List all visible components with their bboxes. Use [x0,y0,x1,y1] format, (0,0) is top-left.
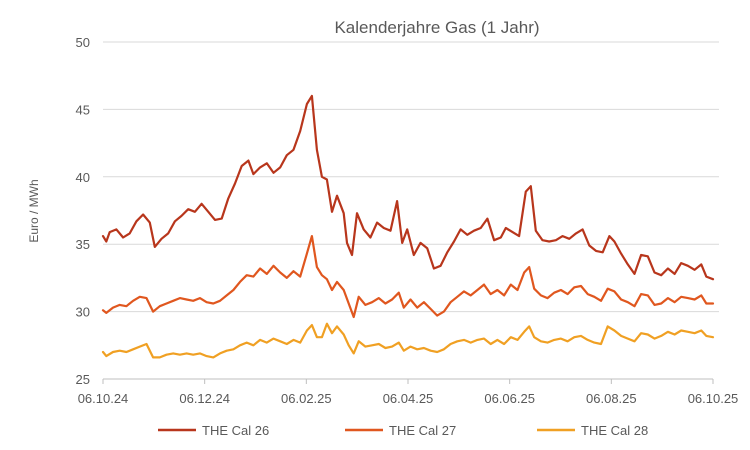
gridlines [103,41,719,313]
y-tick-label: 45 [76,102,90,117]
series-line-the-cal-28 [101,322,715,359]
y-tick-label: 35 [76,237,90,252]
x-tick-label: 06.08.25 [586,391,637,406]
y-axis-label: Euro / MWh [27,179,41,242]
axes: 25 30 35 40 45 50 06.10.24 06.12.24 06.02.25 06.0… [76,35,739,406]
legend: THE Cal 26 THE Cal 27 THE Cal 28 [158,423,648,438]
y-tick-label: 25 [76,372,90,387]
x-tick-label: 06.10.24 [78,391,129,406]
legend-label: THE Cal 28 [581,423,648,438]
x-tick-label: 06.06.25 [484,391,535,406]
y-tick-label: 50 [76,35,90,50]
x-tick-label: 06.10.25 [688,391,739,406]
x-tick-label: 06.02.25 [281,391,332,406]
y-tick-label: 30 [76,305,90,320]
series-lines [101,94,715,359]
x-tick-label: 06.12.24 [179,391,230,406]
legend-label: THE Cal 26 [202,423,269,438]
y-tick-label: 40 [76,170,90,185]
chart-title: Kalenderjahre Gas (1 Jahr) [334,18,539,37]
series-line-the-cal-26 [101,94,715,281]
x-tick-label: 06.04.25 [383,391,434,406]
legend-label: THE Cal 27 [389,423,456,438]
series-line-the-cal-27 [101,235,715,319]
